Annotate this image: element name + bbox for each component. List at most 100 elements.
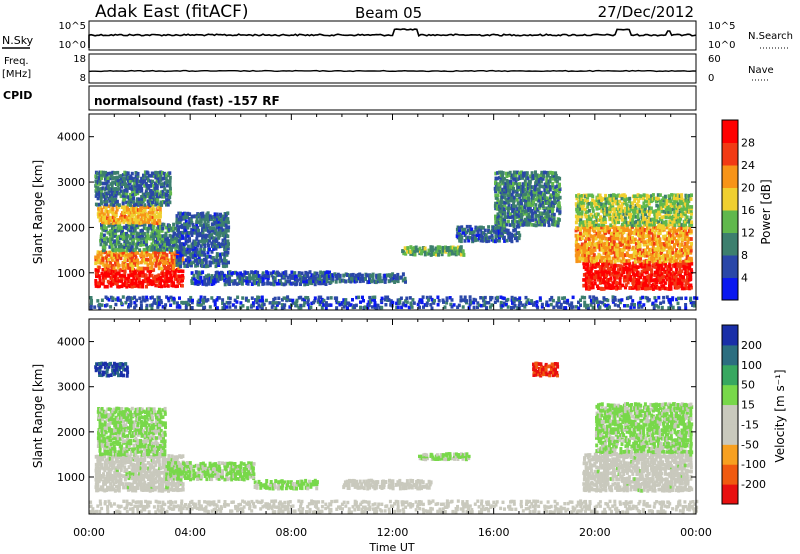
power-cell xyxy=(94,174,98,178)
power-cell xyxy=(168,242,171,247)
power-cell xyxy=(472,301,476,305)
power-cell xyxy=(157,248,160,252)
power-cell xyxy=(625,197,629,201)
power-cell xyxy=(113,239,117,243)
power-cell xyxy=(274,271,278,276)
power-cell xyxy=(246,279,250,283)
power-cell xyxy=(375,306,379,310)
power-cell xyxy=(650,283,654,288)
power-cell xyxy=(129,296,133,300)
power-cell xyxy=(615,286,619,291)
power-cell xyxy=(208,238,212,243)
power-cell xyxy=(548,204,552,209)
power-cell xyxy=(587,237,591,241)
power-cell xyxy=(618,284,622,288)
power-cell xyxy=(286,279,290,284)
power-cell xyxy=(168,175,172,180)
power-cell xyxy=(631,207,635,212)
power-cell xyxy=(114,210,118,215)
power-cell xyxy=(137,234,141,239)
power-cell xyxy=(476,305,479,309)
power-cell xyxy=(160,278,164,283)
power-cell xyxy=(186,260,190,265)
power-cell xyxy=(438,245,442,250)
power-cell xyxy=(212,247,216,251)
power-cell xyxy=(175,255,179,259)
power-cell xyxy=(669,278,673,283)
power-cell xyxy=(516,170,520,175)
power-cell xyxy=(498,226,502,230)
power-cell xyxy=(135,210,139,215)
power-cell xyxy=(110,258,114,262)
power-cell xyxy=(516,188,519,192)
power-cell xyxy=(191,253,195,257)
power-cell xyxy=(206,219,210,224)
power-cell xyxy=(678,225,682,230)
power-cell xyxy=(612,240,616,244)
power-cell xyxy=(536,179,540,184)
power-cell xyxy=(128,186,132,190)
power-cell xyxy=(629,286,633,290)
power-cell xyxy=(402,249,406,254)
power-cell xyxy=(512,200,516,205)
power-cell xyxy=(150,273,154,278)
power-cell xyxy=(468,236,472,240)
power-cell xyxy=(342,298,346,302)
power-cell xyxy=(297,305,301,310)
power-cell xyxy=(201,279,205,284)
power-cell xyxy=(109,202,113,207)
power-cell xyxy=(317,274,321,278)
power-cell xyxy=(271,275,275,280)
power-cell xyxy=(660,261,664,266)
power-cell xyxy=(133,228,137,233)
power-cell xyxy=(636,193,640,197)
power-cell xyxy=(129,303,132,308)
power-cell xyxy=(129,216,133,220)
power-cell xyxy=(456,251,460,256)
power-cell xyxy=(537,220,541,225)
power-cell xyxy=(662,226,666,231)
power-cell xyxy=(130,225,134,230)
power-cell xyxy=(582,261,586,266)
power-cell xyxy=(619,267,623,272)
power-cell xyxy=(228,296,232,301)
power-cell xyxy=(599,273,603,277)
power-cell xyxy=(670,193,674,197)
power-cell xyxy=(521,185,525,189)
power-cell xyxy=(374,303,378,308)
power-cell xyxy=(197,239,201,244)
power-cell xyxy=(628,272,631,277)
power-cell xyxy=(609,245,613,250)
power-cell xyxy=(506,231,510,236)
power-cell xyxy=(127,279,131,284)
power-cell xyxy=(338,273,342,278)
power-cell xyxy=(322,281,326,286)
power-cell xyxy=(685,215,689,220)
power-cell xyxy=(660,242,664,246)
power-cell xyxy=(143,205,147,209)
power-cell xyxy=(596,196,600,200)
power-cell xyxy=(516,298,520,302)
power-cell xyxy=(120,213,124,217)
power-cell xyxy=(589,221,593,225)
power-cell xyxy=(501,234,504,238)
power-cell xyxy=(524,302,528,307)
power-cell xyxy=(658,262,662,266)
power-cell xyxy=(257,295,261,300)
power-cell xyxy=(516,306,520,310)
power-cell xyxy=(98,182,102,186)
power-cell xyxy=(529,174,533,179)
power-cell xyxy=(644,261,648,266)
power-cell xyxy=(317,281,321,286)
power-cell xyxy=(142,255,146,260)
power-cell xyxy=(114,253,118,257)
power-cell xyxy=(215,270,219,275)
power-cell xyxy=(250,303,254,308)
power-cell xyxy=(100,210,104,215)
power-cell xyxy=(125,245,129,250)
power-cell xyxy=(171,240,175,245)
power-cell xyxy=(213,245,217,249)
power-cell xyxy=(650,256,654,261)
power-cell xyxy=(204,235,208,240)
power-cell xyxy=(116,257,120,262)
